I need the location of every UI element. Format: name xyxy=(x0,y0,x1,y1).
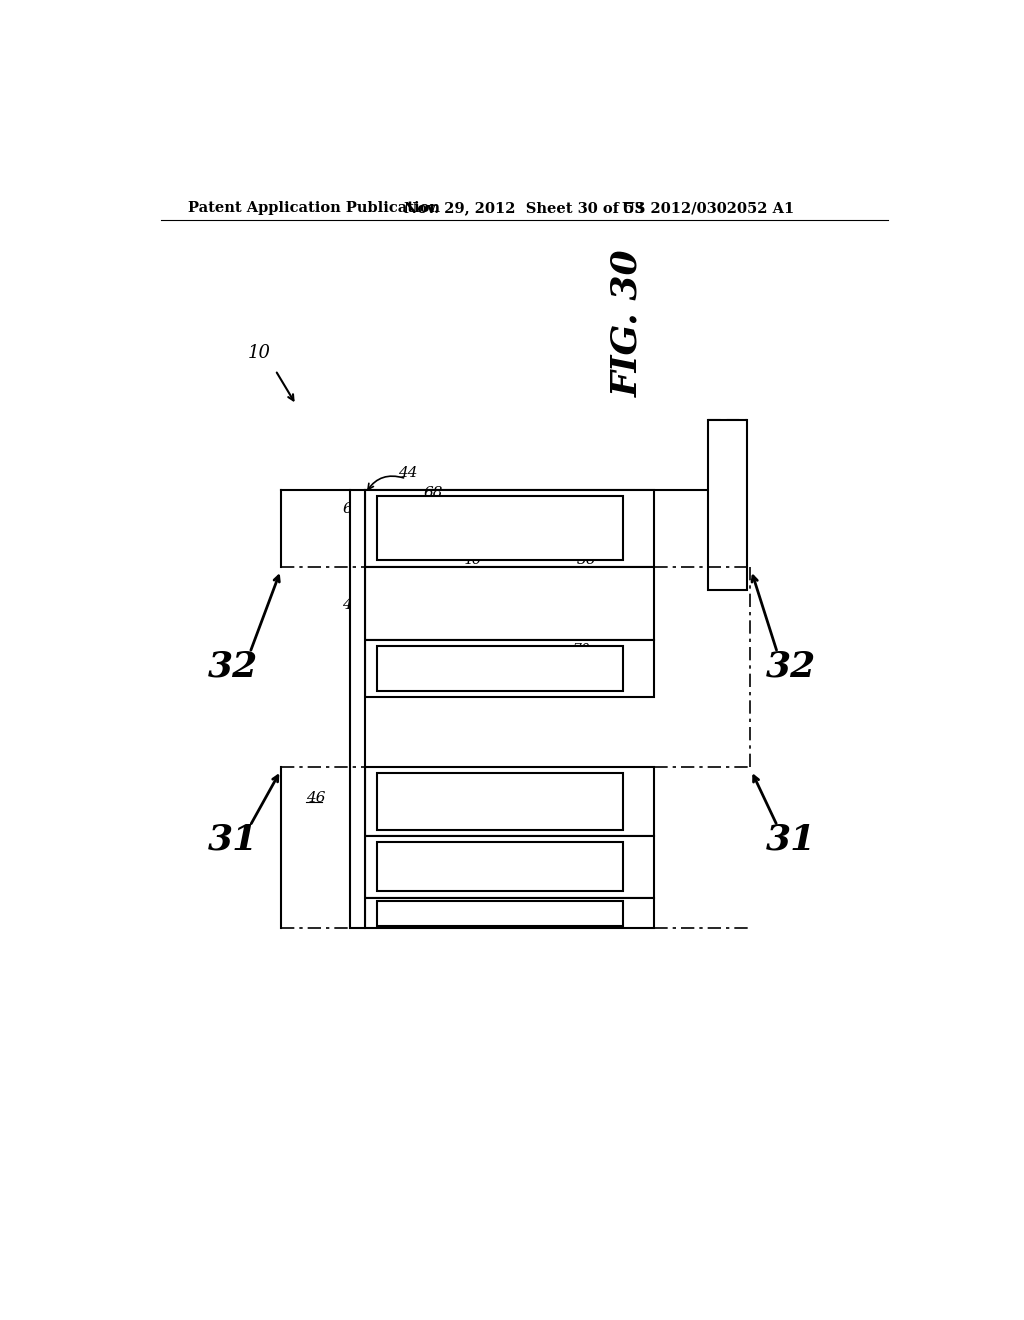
Bar xyxy=(366,640,654,697)
Text: 44: 44 xyxy=(398,466,418,479)
Text: 65: 65 xyxy=(589,818,606,833)
Bar xyxy=(366,566,654,640)
Text: 10: 10 xyxy=(248,345,270,362)
Text: 36: 36 xyxy=(431,911,451,924)
Text: 70: 70 xyxy=(572,906,590,919)
Text: 12: 12 xyxy=(722,437,741,450)
Text: Patent Application Publication: Patent Application Publication xyxy=(188,202,440,215)
Bar xyxy=(377,496,624,561)
Text: 36: 36 xyxy=(431,863,451,878)
Bar xyxy=(708,420,746,590)
Bar xyxy=(366,490,654,566)
Text: 46: 46 xyxy=(306,791,326,804)
Text: 32: 32 xyxy=(766,649,816,684)
Bar xyxy=(377,902,624,927)
Text: US 2012/0302052 A1: US 2012/0302052 A1 xyxy=(622,202,794,215)
Text: 68: 68 xyxy=(423,486,442,500)
Text: 36: 36 xyxy=(578,553,597,566)
Text: 65: 65 xyxy=(589,880,606,895)
Text: 70: 70 xyxy=(572,643,590,657)
Text: 40: 40 xyxy=(462,553,481,566)
Text: 36: 36 xyxy=(431,665,451,678)
Text: 36: 36 xyxy=(431,799,451,812)
Text: 31: 31 xyxy=(208,822,258,857)
Text: 67: 67 xyxy=(342,502,361,516)
Text: 36: 36 xyxy=(438,525,458,539)
Text: 65: 65 xyxy=(589,680,606,693)
Bar xyxy=(366,898,654,928)
Bar xyxy=(350,490,366,928)
Text: Nov. 29, 2012  Sheet 30 of 53: Nov. 29, 2012 Sheet 30 of 53 xyxy=(403,202,644,215)
Bar xyxy=(366,767,654,836)
Text: 45: 45 xyxy=(342,598,361,612)
Bar xyxy=(377,645,624,692)
Text: 32: 32 xyxy=(208,649,258,684)
Bar xyxy=(377,842,624,891)
Bar xyxy=(377,774,624,830)
Text: 31: 31 xyxy=(766,822,816,857)
Text: FIG. 30: FIG. 30 xyxy=(610,249,644,397)
Bar xyxy=(366,836,654,898)
Text: 70: 70 xyxy=(572,776,590,791)
Text: 70: 70 xyxy=(572,846,590,859)
